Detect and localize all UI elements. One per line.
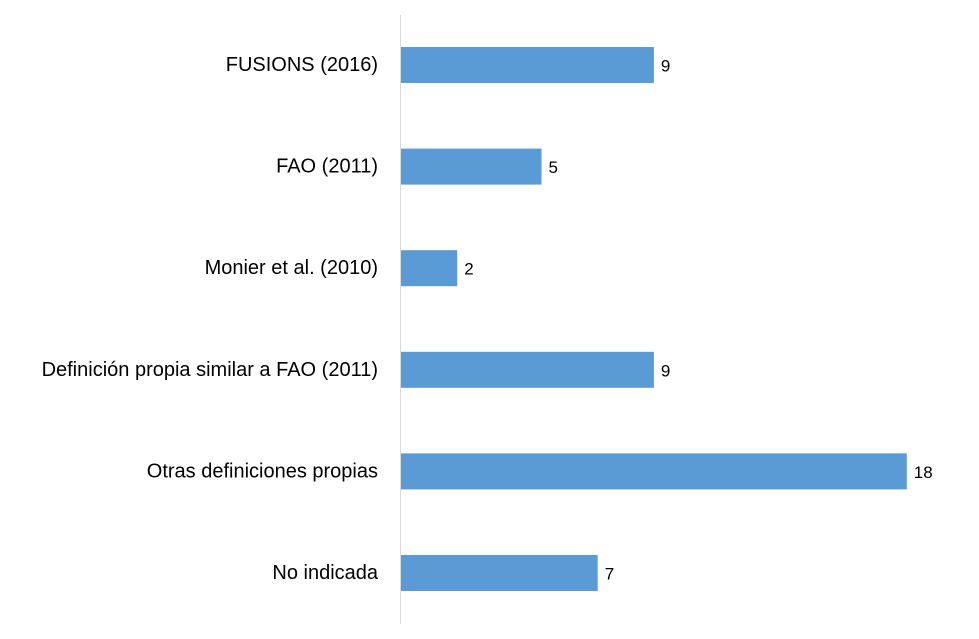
bar: [401, 555, 598, 591]
category-label: Otras definiciones propias: [147, 460, 378, 482]
value-label: 7: [605, 565, 614, 584]
value-label: 18: [914, 463, 933, 482]
value-label: 2: [464, 260, 473, 279]
bar: [401, 351, 654, 388]
category-labels: FUSIONS (2016) FAO (2011) Monier et al. (2…: [42, 54, 379, 584]
category-label: No indicada: [272, 562, 379, 584]
category-label: Monier et al. (2010): [205, 257, 378, 279]
value-label: 9: [661, 57, 670, 76]
category-label: Definición propia similar a FAO (2011): [42, 359, 378, 381]
bar: [401, 453, 907, 490]
category-label: FUSIONS (2016): [226, 54, 378, 76]
bar: [401, 148, 542, 185]
value-label: 5: [549, 158, 558, 177]
bars: [401, 47, 907, 591]
bar: [401, 47, 654, 83]
category-label: FAO (2011): [276, 156, 378, 178]
value-label: 9: [661, 361, 670, 380]
bar: [401, 250, 458, 287]
